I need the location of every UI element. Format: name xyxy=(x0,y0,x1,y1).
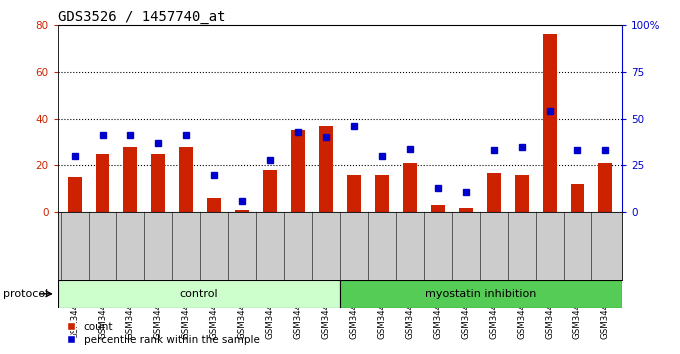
Text: GDS3526 / 1457740_at: GDS3526 / 1457740_at xyxy=(58,10,225,24)
Bar xyxy=(124,147,137,212)
Bar xyxy=(152,154,165,212)
Legend: count, percentile rank within the sample: count, percentile rank within the sample xyxy=(63,317,264,349)
FancyBboxPatch shape xyxy=(340,280,622,308)
Bar xyxy=(67,177,82,212)
Bar xyxy=(375,175,389,212)
Text: myostatin inhibition: myostatin inhibition xyxy=(426,289,537,299)
Bar xyxy=(207,198,221,212)
Bar xyxy=(347,175,361,212)
Bar xyxy=(487,172,500,212)
Bar xyxy=(515,175,528,212)
Bar xyxy=(459,208,473,212)
Bar xyxy=(431,205,445,212)
Bar xyxy=(598,163,613,212)
Bar xyxy=(403,163,417,212)
Bar xyxy=(235,210,249,212)
Text: protocol: protocol xyxy=(3,289,49,299)
Bar xyxy=(95,154,109,212)
Bar xyxy=(571,184,585,212)
Bar xyxy=(319,126,333,212)
Text: control: control xyxy=(180,289,218,299)
Bar xyxy=(543,34,556,212)
Bar xyxy=(291,130,305,212)
Bar xyxy=(263,170,277,212)
Bar xyxy=(180,147,193,212)
FancyBboxPatch shape xyxy=(58,280,340,308)
